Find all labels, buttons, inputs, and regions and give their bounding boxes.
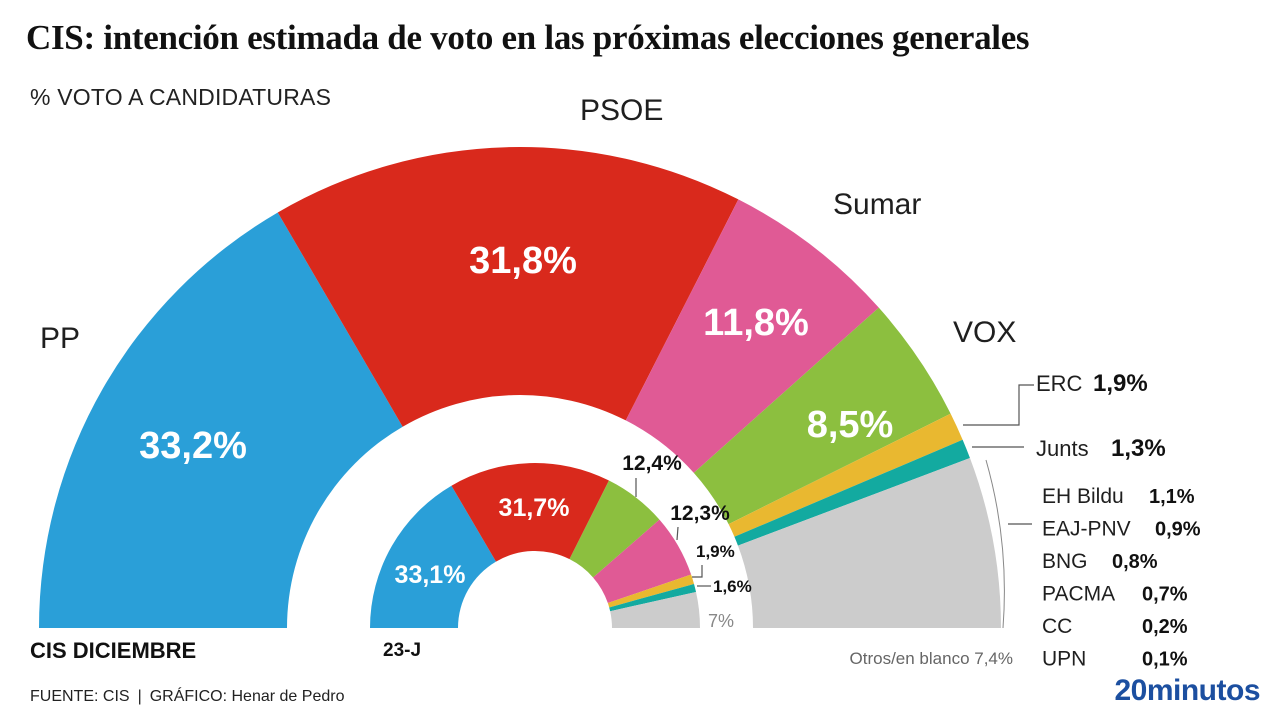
segment-psoe [277,146,739,427]
others-item-value: 0,1% [1142,649,1188,671]
leader-line-erc [963,384,1034,426]
chart-subtitle: % VOTO A CANDIDATURAS [30,84,332,110]
footer-separator: | [137,688,142,705]
segment-erc [607,574,695,608]
callout-value-junts: 1,3% [1111,435,1166,462]
others-item-name: BNG [1042,550,1088,573]
others-bracket [985,459,1005,629]
others-item-name: PACMA [1042,583,1115,606]
value-label-vox-inner: 12,4% [622,452,682,475]
segment-pp [39,212,403,629]
segment-junts [734,439,970,546]
others-item-value: 0,8% [1112,551,1158,573]
party-label-psoe: PSOE [580,94,663,127]
chart-title: CIS: intención estimada de voto en las p… [26,18,1030,57]
others-item-value: 1,1% [1149,486,1195,508]
others-item-value: 0,9% [1155,519,1201,541]
others-total-label: Otros/en blanco 7,4% [850,649,1013,668]
outer-ring-cis-diciembre [39,146,1001,629]
segment-sumar [625,199,879,473]
value-label-others-inner: 7% [708,611,734,631]
outer-ring-caption: CIS DICIEMBRE [30,638,197,663]
party-label-pp: PP [40,322,80,355]
brand-logo: 20minutos [1114,674,1260,707]
segment-vox [693,307,951,525]
inner-ring-23j [370,463,700,628]
value-label-sumar-inner: 12,3% [670,502,730,525]
leader-line-sumar-inner [676,526,679,541]
callout-name-erc: ERC [1036,371,1083,396]
segment-otros [610,592,700,628]
party-label-vox: VOX [953,316,1016,349]
segment-pp [370,485,497,628]
others-item-name: EAJ-PNV [1042,518,1131,541]
others-item-name: CC [1042,615,1072,638]
footer-credits: FUENTE: CIS | GRÁFICO: Henar de Pedro [30,688,344,706]
others-breakdown-list: EH Bildu 1,1% EAJ-PNV 0,9% BNG 0,8% PACMA 0,7% C… [1042,485,1201,671]
value-label-psoe-outer: 31,8% [469,240,577,282]
footer-source: FUENTE: CIS [30,688,130,705]
party-label-sumar: Sumar [833,188,921,221]
value-label-pp-inner: 33,1% [395,561,466,589]
segment-erc [728,413,963,537]
inner-ring-caption: 23-J [383,640,422,661]
callout-value-erc: 1,9% [1093,370,1148,397]
others-item-value: 0,7% [1142,584,1188,606]
others-item-value: 0,2% [1142,616,1188,638]
value-label-vox-outer: 8,5% [807,404,894,446]
segment-junts [609,583,697,612]
value-label-erc-inner: 1,9% [696,542,735,561]
others-item-name: UPN [1042,648,1086,671]
segment-otros-en-blanco [737,457,1001,628]
footer-credit: GRÁFICO: Henar de Pedro [149,688,345,705]
segment-sumar [593,519,692,604]
segment-vox [569,480,660,578]
value-label-sumar-outer: 11,8% [703,302,809,344]
others-item-name: EH Bildu [1042,485,1124,508]
segment-psoe [451,463,609,562]
value-label-pp-outer: 33,2% [139,425,247,467]
callout-name-junts: Junts [1036,436,1089,461]
leader-line-erc-inner [692,565,703,578]
value-label-psoe-inner: 31,7% [499,494,570,522]
value-label-junts-inner: 1,6% [713,577,752,596]
